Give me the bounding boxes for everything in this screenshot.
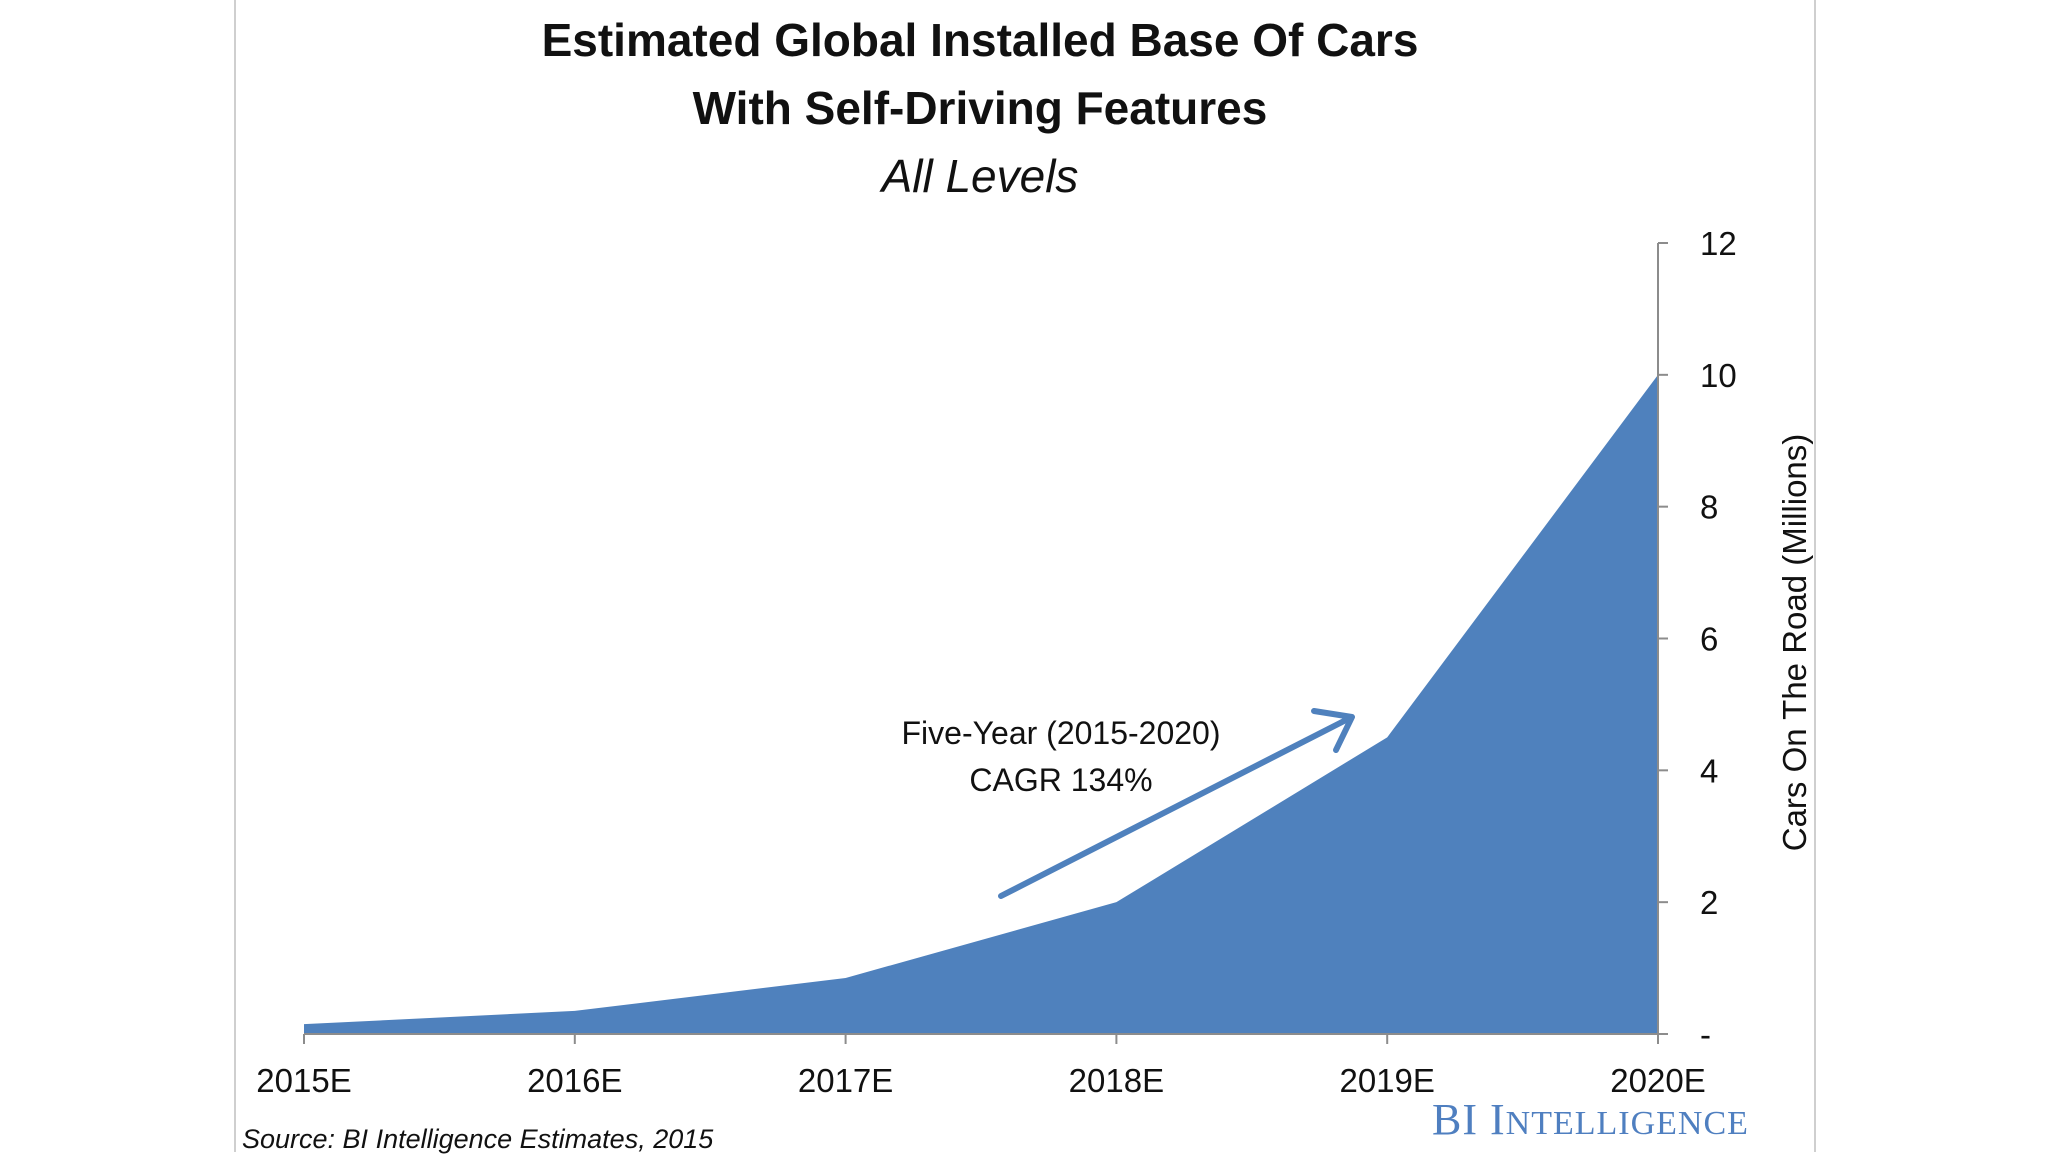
x-tick-label-2019E: 2019E [1339, 1062, 1434, 1099]
x-tick-label-2016E: 2016E [527, 1062, 622, 1099]
annotation-line-2: CAGR 134% [969, 762, 1152, 798]
right-border [1814, 0, 1816, 1152]
annotation-arrow-shaft [998, 717, 1349, 899]
y-tick-label-0: - [1700, 1016, 1711, 1053]
chart-title-line-2: With Self-Driving Features [692, 82, 1268, 134]
title-block: Estimated Global Installed Base Of Cars … [280, 6, 1680, 210]
brand-second-rest: NTELLIGENCE [1505, 1105, 1749, 1142]
annotation-line-1: Five-Year (2015-2020) [902, 715, 1221, 751]
y-tick-label-10: 10 [1700, 357, 1737, 394]
annotation-arrow-head [1311, 708, 1355, 753]
chart-title-line-1: Estimated Global Installed Base Of Cars [541, 14, 1419, 66]
y-tick-label-4: 4 [1700, 752, 1718, 789]
brand-first: BI [1432, 1095, 1478, 1144]
y-tick-label-8: 8 [1700, 489, 1718, 526]
x-tick-label-2018E: 2018E [1069, 1062, 1164, 1099]
y-tick-label-2: 2 [1700, 884, 1718, 921]
y-axis-label: Cars On The Road (Millions) [1776, 434, 1813, 852]
x-tick-label-2017E: 2017E [798, 1062, 893, 1099]
chart-subtitle: All Levels [881, 150, 1079, 202]
series-area [304, 374, 1658, 1034]
source-note: Source: BI Intelligence Estimates, 2015 [242, 1124, 714, 1154]
left-border [234, 0, 236, 1152]
y-tick-label-12: 12 [1700, 225, 1737, 262]
x-tick-label-2020E: 2020E [1610, 1062, 1705, 1099]
brand-second-initial: I [1490, 1095, 1506, 1144]
y-tick-label-6: 6 [1700, 621, 1718, 658]
x-tick-label-2015E: 2015E [256, 1062, 351, 1099]
brand-logo: BI INTELLIGENCE [1432, 1094, 1749, 1145]
